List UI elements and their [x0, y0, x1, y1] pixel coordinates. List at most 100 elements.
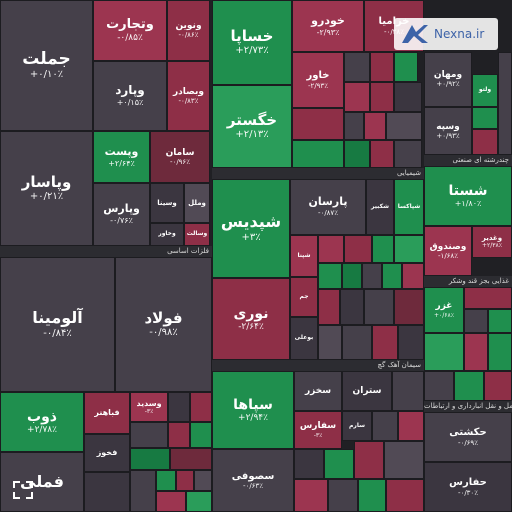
- tile-small[interactable]: [130, 470, 156, 512]
- tile-sakhzar[interactable]: سخزر: [294, 371, 342, 411]
- tile-setran[interactable]: ستران: [342, 371, 392, 411]
- tile-small[interactable]: [464, 333, 488, 371]
- tile-small[interactable]: [318, 289, 340, 325]
- expand-icon[interactable]: [12, 480, 34, 500]
- tile-small[interactable]: [362, 263, 382, 289]
- tile-vghadir[interactable]: وغدیر +۲/۳۸٪: [472, 226, 512, 258]
- tile-small[interactable]: [364, 289, 394, 325]
- tile-sepaha[interactable]: سپاها +۲/۹۴٪: [212, 371, 294, 449]
- tile-hafars[interactable]: حفارس -۰/۳۰٪: [424, 462, 512, 512]
- tile-small[interactable]: [328, 479, 358, 512]
- tile-small[interactable]: [344, 112, 364, 140]
- tile-shepna[interactable]: شپنا: [290, 235, 318, 277]
- tile-nori[interactable]: نوری -۲/۶۴٪: [212, 278, 290, 360]
- tile-small[interactable]: [488, 309, 512, 333]
- tile-vsadid[interactable]: وسدید -۳٪: [130, 392, 168, 422]
- nexna-logo[interactable]: Nexna.ir: [394, 18, 498, 50]
- tile-small[interactable]: [342, 263, 362, 289]
- tile-vbsader[interactable]: وبصادر -۰/۸۳٪: [167, 61, 210, 131]
- tile-small[interactable]: [292, 140, 344, 168]
- tile-small[interactable]: [394, 235, 424, 263]
- tile-small[interactable]: [498, 52, 512, 155]
- tile-small[interactable]: [344, 52, 370, 82]
- tile-vkhavar[interactable]: وخاور: [150, 223, 184, 246]
- tile-small[interactable]: [424, 371, 454, 401]
- tile-small[interactable]: [464, 309, 488, 333]
- tile-small[interactable]: [324, 449, 354, 479]
- tile-small[interactable]: [84, 472, 130, 512]
- tile-ghazar[interactable]: غزر +۰/۶۸٪: [424, 287, 464, 333]
- tile-small[interactable]: [454, 371, 484, 401]
- tile-small[interactable]: [340, 289, 364, 325]
- tile-small[interactable]: [392, 371, 424, 411]
- tile-small[interactable]: [384, 441, 424, 479]
- tile-small[interactable]: [370, 82, 394, 112]
- tile-small[interactable]: [372, 411, 398, 441]
- tile-small[interactable]: [386, 479, 424, 512]
- tile-small[interactable]: [394, 52, 418, 82]
- tile-small[interactable]: [318, 325, 342, 360]
- tile-small[interactable]: [398, 325, 424, 360]
- tile-shasta[interactable]: شستا +۱/۸۰٪: [424, 166, 512, 226]
- tile-bokhali[interactable]: بوعلی: [290, 317, 318, 360]
- tile-shepdis[interactable]: شپدیس +۳٪: [212, 179, 290, 278]
- tile-small[interactable]: [168, 392, 190, 422]
- tile-small[interactable]: [472, 107, 498, 129]
- tile-small[interactable]: [294, 449, 324, 479]
- tile-small[interactable]: [156, 470, 176, 491]
- tile-small[interactable]: [292, 108, 344, 140]
- tile-vpast[interactable]: وپست +۲/۶۴٪: [93, 131, 150, 183]
- tile-alomina[interactable]: آلومینا -۰/۸۴٪: [0, 257, 115, 392]
- tile-fakhooz[interactable]: فخوز: [84, 434, 130, 472]
- tile-small[interactable]: [190, 392, 212, 422]
- tile-small[interactable]: [344, 82, 370, 112]
- tile-jamalat[interactable]: جملت +۰/۱۰٪: [0, 0, 93, 131]
- tile-zob[interactable]: ذوب +۲/۷۸٪: [0, 392, 84, 452]
- tile-shakhsi[interactable]: شکبیر: [366, 179, 394, 235]
- tile-vpasar[interactable]: وپاسار +۰/۲۱٪: [0, 131, 93, 246]
- tile-small[interactable]: [424, 333, 464, 371]
- tile-saman[interactable]: سامان -۰/۹۶٪: [150, 131, 210, 183]
- tile-sarom[interactable]: سارم: [342, 411, 372, 441]
- tile-vmehan[interactable]: ومهان +۰/۹۲٪: [424, 52, 472, 107]
- tile-khavar[interactable]: خاور -۲/۹۳٪: [292, 52, 344, 108]
- tile-folad[interactable]: فولاد -۰/۹۸٪: [115, 257, 212, 392]
- tile-small[interactable]: [488, 333, 512, 371]
- tile-small[interactable]: [402, 263, 424, 289]
- tile-small[interactable]: [170, 448, 212, 470]
- tile-sesofi[interactable]: سصوفی -۰/۶۳٪: [212, 449, 294, 512]
- tile-small[interactable]: [156, 491, 186, 512]
- tile-vtajarat[interactable]: وتجارت -۰/۸۵٪: [93, 0, 167, 61]
- tile-jam[interactable]: جم: [290, 277, 318, 317]
- tile-small[interactable]: [344, 140, 370, 168]
- tile-vparsi[interactable]: وپارس -۰/۷۶٪: [93, 183, 150, 246]
- tile-small[interactable]: [372, 325, 398, 360]
- tile-small[interactable]: [130, 448, 170, 470]
- tile-small[interactable]: [472, 129, 498, 155]
- tile-vsapa[interactable]: وسپه +۰/۹۳٪: [424, 107, 472, 155]
- tile-vesalt[interactable]: وسالت: [184, 223, 210, 246]
- tile-small[interactable]: [190, 422, 212, 448]
- tile-small[interactable]: [372, 235, 394, 263]
- tile-small[interactable]: [194, 470, 212, 491]
- tile-parsan[interactable]: پارسان -۰/۸۷٪: [290, 179, 366, 235]
- tile-small[interactable]: [130, 422, 168, 448]
- tile-vmal[interactable]: وملل: [184, 183, 210, 223]
- tile-vsina[interactable]: وسینا: [150, 183, 184, 223]
- tile-sefars[interactable]: سفارس -۳٪: [294, 411, 342, 449]
- tile-small[interactable]: [484, 371, 512, 401]
- tile-small[interactable]: [342, 325, 372, 360]
- tile-small[interactable]: [394, 82, 422, 112]
- tile-small[interactable]: [464, 287, 512, 309]
- tile-small[interactable]: [382, 263, 402, 289]
- tile-small[interactable]: [364, 112, 386, 140]
- tile-small[interactable]: [354, 441, 384, 479]
- tile-small[interactable]: [394, 140, 422, 168]
- tile-shapna[interactable]: شپاکسا: [394, 179, 424, 235]
- tile-vnovin[interactable]: ونوین -۰/۸۶٪: [167, 0, 210, 61]
- tile-small[interactable]: [294, 479, 328, 512]
- tile-small[interactable]: [394, 289, 424, 325]
- tile-small[interactable]: [318, 263, 342, 289]
- tile-hakashti[interactable]: حکشتی -۰/۶۹٪: [424, 412, 512, 462]
- tile-small[interactable]: [318, 235, 344, 263]
